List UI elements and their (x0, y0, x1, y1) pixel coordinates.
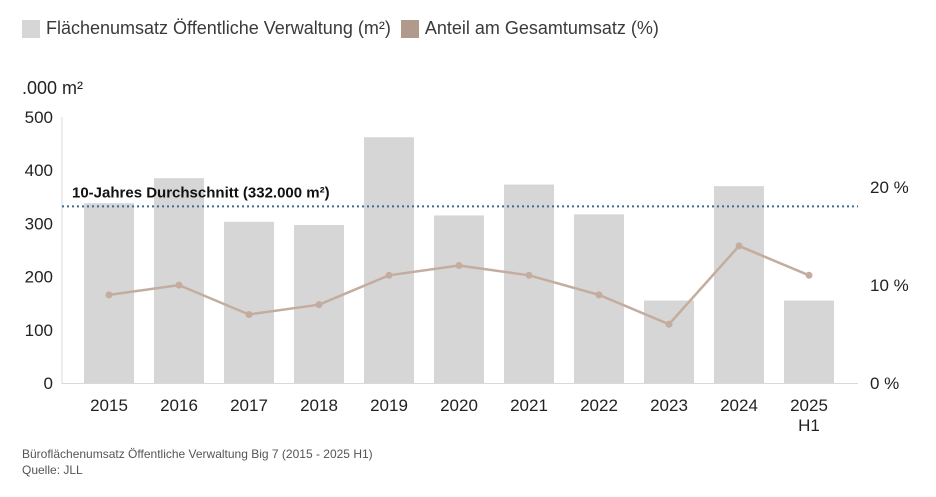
y-tick-label-400: 400 (25, 161, 53, 180)
legend-item-flaechenumsatz: Flächenumsatz Öffentliche Verwaltung (m²… (22, 18, 391, 39)
y-tick-label-500: 500 (25, 108, 53, 127)
y-right-tick-label-10: 10 % (870, 276, 909, 295)
x-tick-label-2019: 2019 (370, 396, 408, 415)
y-tick-label-200: 200 (25, 268, 53, 287)
bar-2019 (364, 137, 414, 383)
bar-2016 (154, 178, 204, 383)
legend-swatch-anteil (400, 19, 419, 38)
bar-2020 (434, 215, 484, 383)
x-tick-label-2018: 2018 (300, 396, 338, 415)
chart-legend: Flächenumsatz Öffentliche Verwaltung (m²… (22, 18, 669, 39)
legend-label-anteil: Anteil am Gesamtumsatz (%) (424, 18, 659, 38)
legend-item-anteil: Anteil am Gesamtumsatz (%) (400, 18, 659, 39)
legend-swatch-flaechenumsatz (22, 19, 40, 38)
point-anteil-2025-H1 (805, 271, 813, 279)
y-tick-label-300: 300 (25, 214, 53, 233)
point-anteil-2022 (595, 291, 603, 299)
x-tick-label-2024: 2024 (720, 396, 758, 415)
y-axis-unit-label: .000 m² (22, 78, 83, 98)
chart-footer: Büroflächenumsatz Öffentliche Verwaltung… (22, 446, 373, 478)
x-tick-label-2023: 2023 (650, 396, 688, 415)
y-tick-label-100: 100 (25, 321, 53, 340)
y-right-tick-label-0: 0 % (870, 374, 899, 393)
x-tick-label-2020: 2020 (440, 396, 478, 415)
point-anteil-2017 (245, 310, 253, 318)
reference-line-label: 10-Jahres Durchschnitt (332.000 m²) (72, 184, 330, 201)
x-tick-label-2017: 2017 (230, 396, 268, 415)
point-anteil-2018 (315, 301, 323, 309)
point-anteil-2020 (455, 262, 463, 270)
bar-2025-H1 (784, 300, 834, 383)
point-anteil-2024 (735, 242, 743, 250)
chart-caption: Büroflächenumsatz Öffentliche Verwaltung… (22, 447, 373, 461)
bar-2017 (224, 221, 274, 383)
x-tick-label-2025-H1: 2025 H1 (790, 396, 828, 435)
x-tick-label-2016: 2016 (160, 396, 198, 415)
legend-label-flaechenumsatz: Flächenumsatz Öffentliche Verwaltung (m²… (46, 18, 391, 38)
y-right-tick-label-20: 20 % (870, 178, 909, 197)
chart-source: Quelle: JLL (22, 463, 83, 477)
bar-2024 (714, 186, 764, 383)
bar-2021 (504, 184, 554, 383)
point-anteil-2015 (105, 291, 113, 299)
point-anteil-2016 (175, 281, 183, 289)
y-tick-label-0: 0 (44, 374, 53, 393)
x-tick-label-2022: 2022 (580, 396, 618, 415)
x-tick-label-2021: 2021 (510, 396, 548, 415)
bar-2022 (574, 214, 624, 383)
bar-2023 (644, 300, 694, 383)
point-anteil-2023 (665, 320, 673, 328)
point-anteil-2019 (385, 271, 393, 279)
x-tick-label-2015: 2015 (90, 396, 128, 415)
point-anteil-2021 (525, 271, 533, 279)
